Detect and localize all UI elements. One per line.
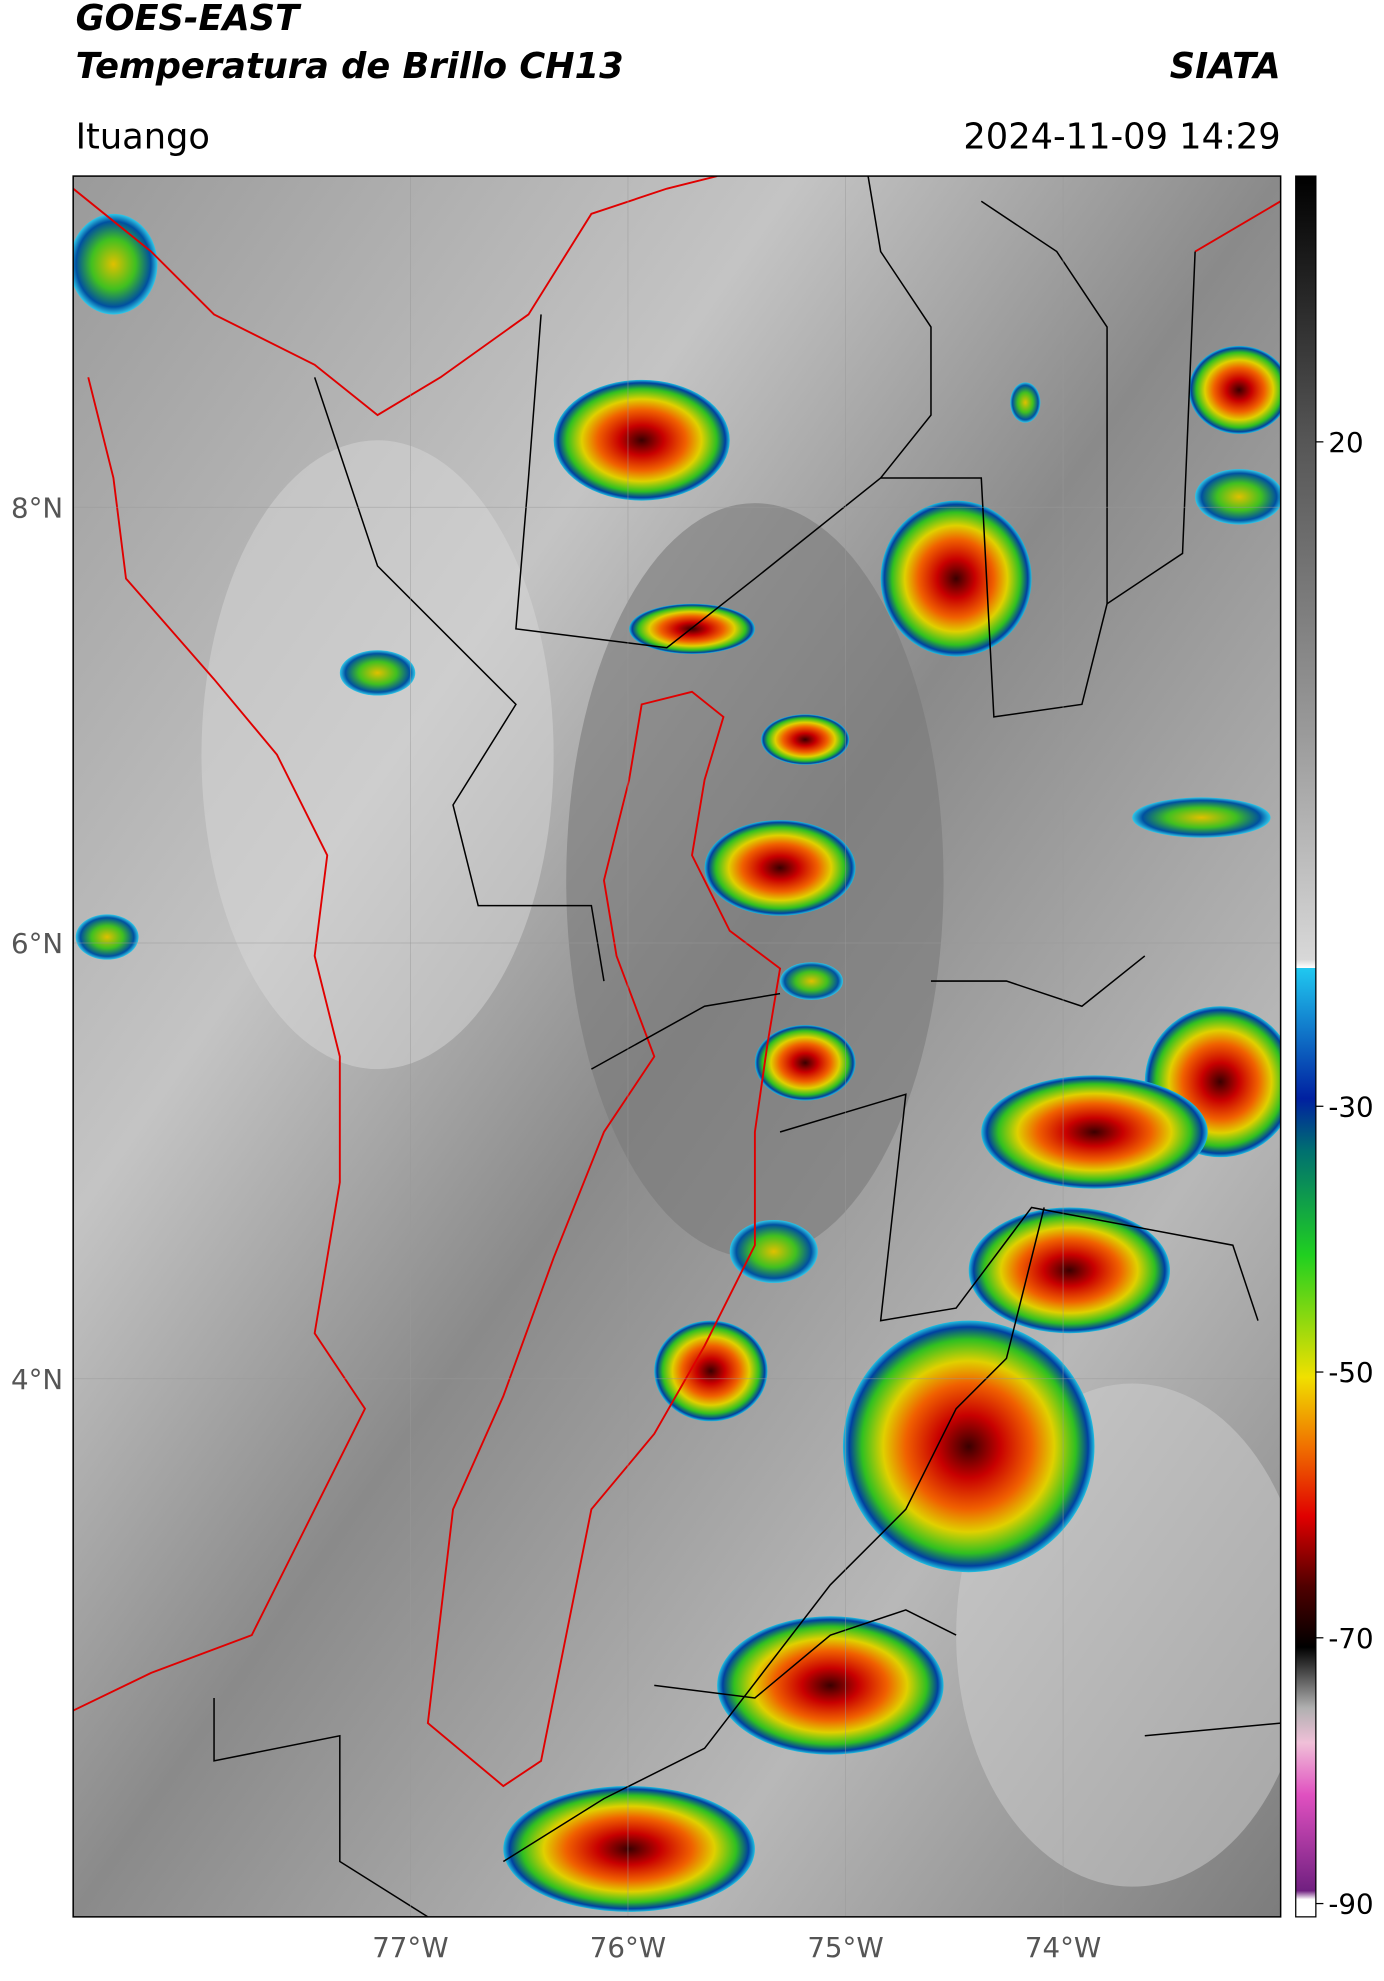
satellite-image	[73, 176, 1281, 1917]
colorbar	[1295, 175, 1317, 1918]
colorbar-tick-label: -50	[1328, 1356, 1373, 1389]
lat-tick-label: 6°N	[11, 927, 63, 960]
map-frame	[72, 175, 1282, 1918]
boundaries-black	[213, 176, 1281, 1917]
subtitle: Temperatura de Brillo CH13	[76, 46, 624, 87]
lon-tick-label: 75°W	[807, 1931, 883, 1964]
colorbar-tick-label: -30	[1328, 1090, 1373, 1123]
colorbar-tick-label: -90	[1328, 1888, 1373, 1921]
boundaries-red	[73, 176, 1281, 1788]
title: GOES-EAST	[76, 0, 302, 39]
lon-tick-label: 77°W	[372, 1931, 448, 1964]
lon-tick-label: 74°W	[1025, 1931, 1101, 1964]
brand: SIATA	[1170, 46, 1281, 87]
datetime: 2024-11-09 14:29	[963, 116, 1280, 157]
storm-cells	[73, 213, 1281, 1912]
lon-tick-label: 76°W	[590, 1931, 666, 1964]
graticule	[73, 176, 1281, 1917]
colorbar-tick-label: 20	[1328, 426, 1363, 459]
lat-tick-label: 4°N	[11, 1363, 63, 1396]
location: Ituango	[76, 116, 210, 157]
lat-tick-label: 8°N	[11, 491, 63, 524]
colorbar-tick-label: -70	[1328, 1622, 1373, 1655]
